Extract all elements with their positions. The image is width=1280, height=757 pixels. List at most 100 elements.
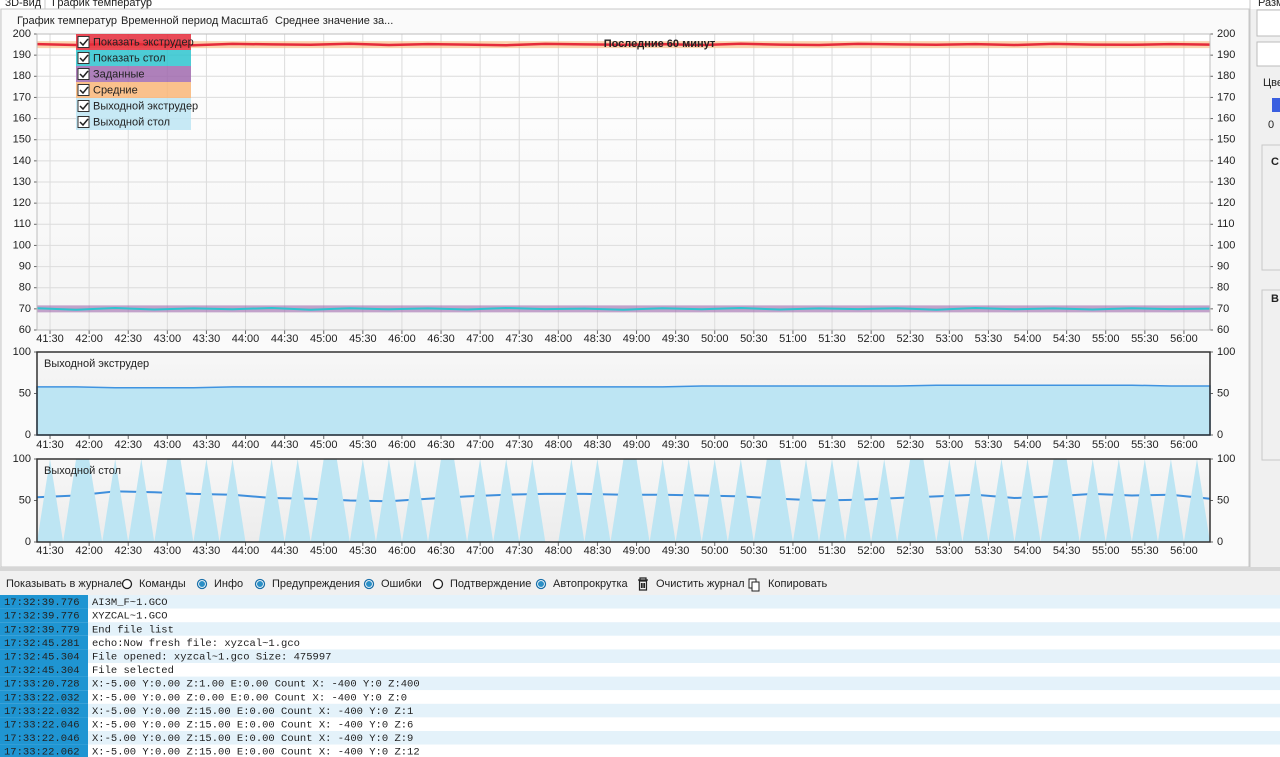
- group-title: В: [1271, 293, 1279, 305]
- y-tick-label: 110: [13, 218, 31, 230]
- log-row: [88, 676, 1280, 691]
- legend-checkbox[interactable]: [77, 52, 90, 64]
- y2-tick-label: 0: [1217, 536, 1223, 548]
- plot-frame: [36, 33, 1211, 331]
- legend-checkbox[interactable]: [77, 116, 90, 128]
- x-tick-label: 51:00: [779, 545, 807, 557]
- right-field[interactable]: [1256, 9, 1280, 37]
- x-tick-label: 49:00: [623, 439, 651, 451]
- x-tick-label: 47:30: [505, 439, 533, 451]
- y-tick-label: 0: [25, 429, 31, 441]
- radio-label[interactable]: Автопрокрутка: [553, 578, 629, 590]
- y2-tick-label: 110: [1217, 218, 1235, 230]
- active-tab: [44, 0, 149, 10]
- log-time-cell: [0, 731, 88, 745]
- menu-item[interactable]: График температур: [17, 15, 117, 27]
- x-tick-label: 42:30: [114, 545, 142, 557]
- splitter[interactable]: [0, 567, 1280, 571]
- log-row: [88, 622, 1280, 636]
- plot-frame: [36, 458, 1211, 543]
- legend-checkbox[interactable]: [77, 68, 90, 80]
- log-button[interactable]: Копировать: [768, 578, 827, 590]
- radio-label[interactable]: Инфо: [214, 578, 243, 590]
- x-tick-label: 51:30: [818, 439, 846, 451]
- x-tick-label: 50:30: [740, 333, 768, 345]
- x-tick-label: 45:30: [349, 333, 377, 345]
- log-time: 17:32:39.776: [4, 597, 80, 609]
- y2-tick-label: 50: [1217, 387, 1229, 399]
- y-tick-label: 50: [19, 494, 31, 506]
- log-time-cell: [0, 717, 88, 731]
- right-value: 0: [1268, 119, 1274, 131]
- x-tick-label: 56:00: [1170, 439, 1198, 451]
- y2-tick-label: 90: [1217, 260, 1229, 272]
- x-tick-label: 55:30: [1131, 545, 1159, 557]
- legend-label[interactable]: Средние: [93, 84, 138, 96]
- legend-checkbox[interactable]: [77, 36, 90, 48]
- radio[interactable]: [121, 578, 133, 590]
- legend-label[interactable]: Заданные: [93, 68, 144, 80]
- x-tick-label: 48:00: [545, 545, 573, 557]
- legend-swatch: [76, 98, 191, 114]
- tab[interactable]: 3D-вид: [5, 0, 42, 9]
- y-tick-label: 70: [19, 303, 31, 315]
- legend-checkbox[interactable]: [77, 100, 90, 112]
- x-tick-label: 52:00: [857, 545, 885, 557]
- log-time: 17:33:22.032: [4, 706, 80, 718]
- log-time: 17:33:20.728: [4, 679, 80, 691]
- menu-item[interactable]: Масштаб: [221, 15, 268, 27]
- chart-title: Выходной стол: [44, 465, 121, 477]
- log-time-cell: [0, 595, 88, 609]
- x-tick-label: 53:30: [975, 545, 1003, 557]
- x-tick-label: 54:30: [1053, 439, 1081, 451]
- x-tick-label: 56:00: [1170, 545, 1198, 557]
- menu-item[interactable]: Временной период: [121, 15, 219, 27]
- radio[interactable]: [432, 578, 444, 590]
- x-tick-label: 51:00: [779, 333, 807, 345]
- tab-strip: [0, 0, 1280, 9]
- chart-title: Выходной экструдер: [44, 358, 149, 370]
- legend-label[interactable]: Выходной экструдер: [93, 100, 198, 112]
- legend-label[interactable]: Показать экструдер: [93, 36, 194, 48]
- x-tick-label: 42:00: [75, 545, 103, 557]
- log-filter-label: Показывать в журнале:: [6, 578, 125, 590]
- log-time: 17:32:45.304: [4, 665, 80, 677]
- x-tick-label: 46:00: [388, 439, 416, 451]
- menu-item[interactable]: Среднее значение за...: [275, 15, 393, 27]
- x-tick-label: 51:00: [779, 439, 807, 451]
- y2-tick-label: 130: [1217, 176, 1235, 188]
- y2-tick-label: 180: [1217, 70, 1235, 82]
- area: [36, 384, 1211, 436]
- x-tick-label: 49:00: [623, 545, 651, 557]
- radio-dot: [366, 581, 372, 587]
- radio-label[interactable]: Предупреждения: [272, 578, 360, 590]
- x-tick-label: 49:30: [662, 333, 690, 345]
- legend-label[interactable]: Показать стол: [93, 52, 166, 64]
- log-time: 17:33:22.032: [4, 692, 80, 704]
- log-button[interactable]: Очистить журнал: [656, 578, 745, 590]
- x-tick-label: 53:00: [936, 545, 964, 557]
- legend-swatch: [76, 34, 191, 50]
- log-row: [88, 717, 1280, 731]
- x-tick-label: 55:30: [1131, 333, 1159, 345]
- x-tick-label: 50:30: [740, 439, 768, 451]
- x-tick-label: 54:00: [1014, 545, 1042, 557]
- chart-title: Последние 60 минут: [604, 38, 716, 50]
- x-tick-label: 48:30: [584, 333, 612, 345]
- y2-tick-label: 160: [1217, 112, 1235, 124]
- y-tick-label: 80: [19, 282, 31, 294]
- right-field[interactable]: [1256, 41, 1280, 67]
- y2-tick-label: 70: [1217, 303, 1229, 315]
- x-tick-label: 47:00: [466, 333, 494, 345]
- radio-label[interactable]: Команды: [139, 578, 186, 590]
- legend-checkbox[interactable]: [77, 84, 90, 96]
- radio-label[interactable]: Подтверждение: [450, 578, 531, 590]
- tab[interactable]: Разм: [1258, 0, 1280, 9]
- radio-label[interactable]: Ошибки: [381, 578, 422, 590]
- tab[interactable]: График температур: [52, 0, 152, 9]
- log-row: [88, 649, 1280, 663]
- y-tick-label: 130: [13, 176, 31, 188]
- legend-label[interactable]: Выходной стол: [93, 116, 170, 128]
- x-tick-label: 42:30: [114, 439, 142, 451]
